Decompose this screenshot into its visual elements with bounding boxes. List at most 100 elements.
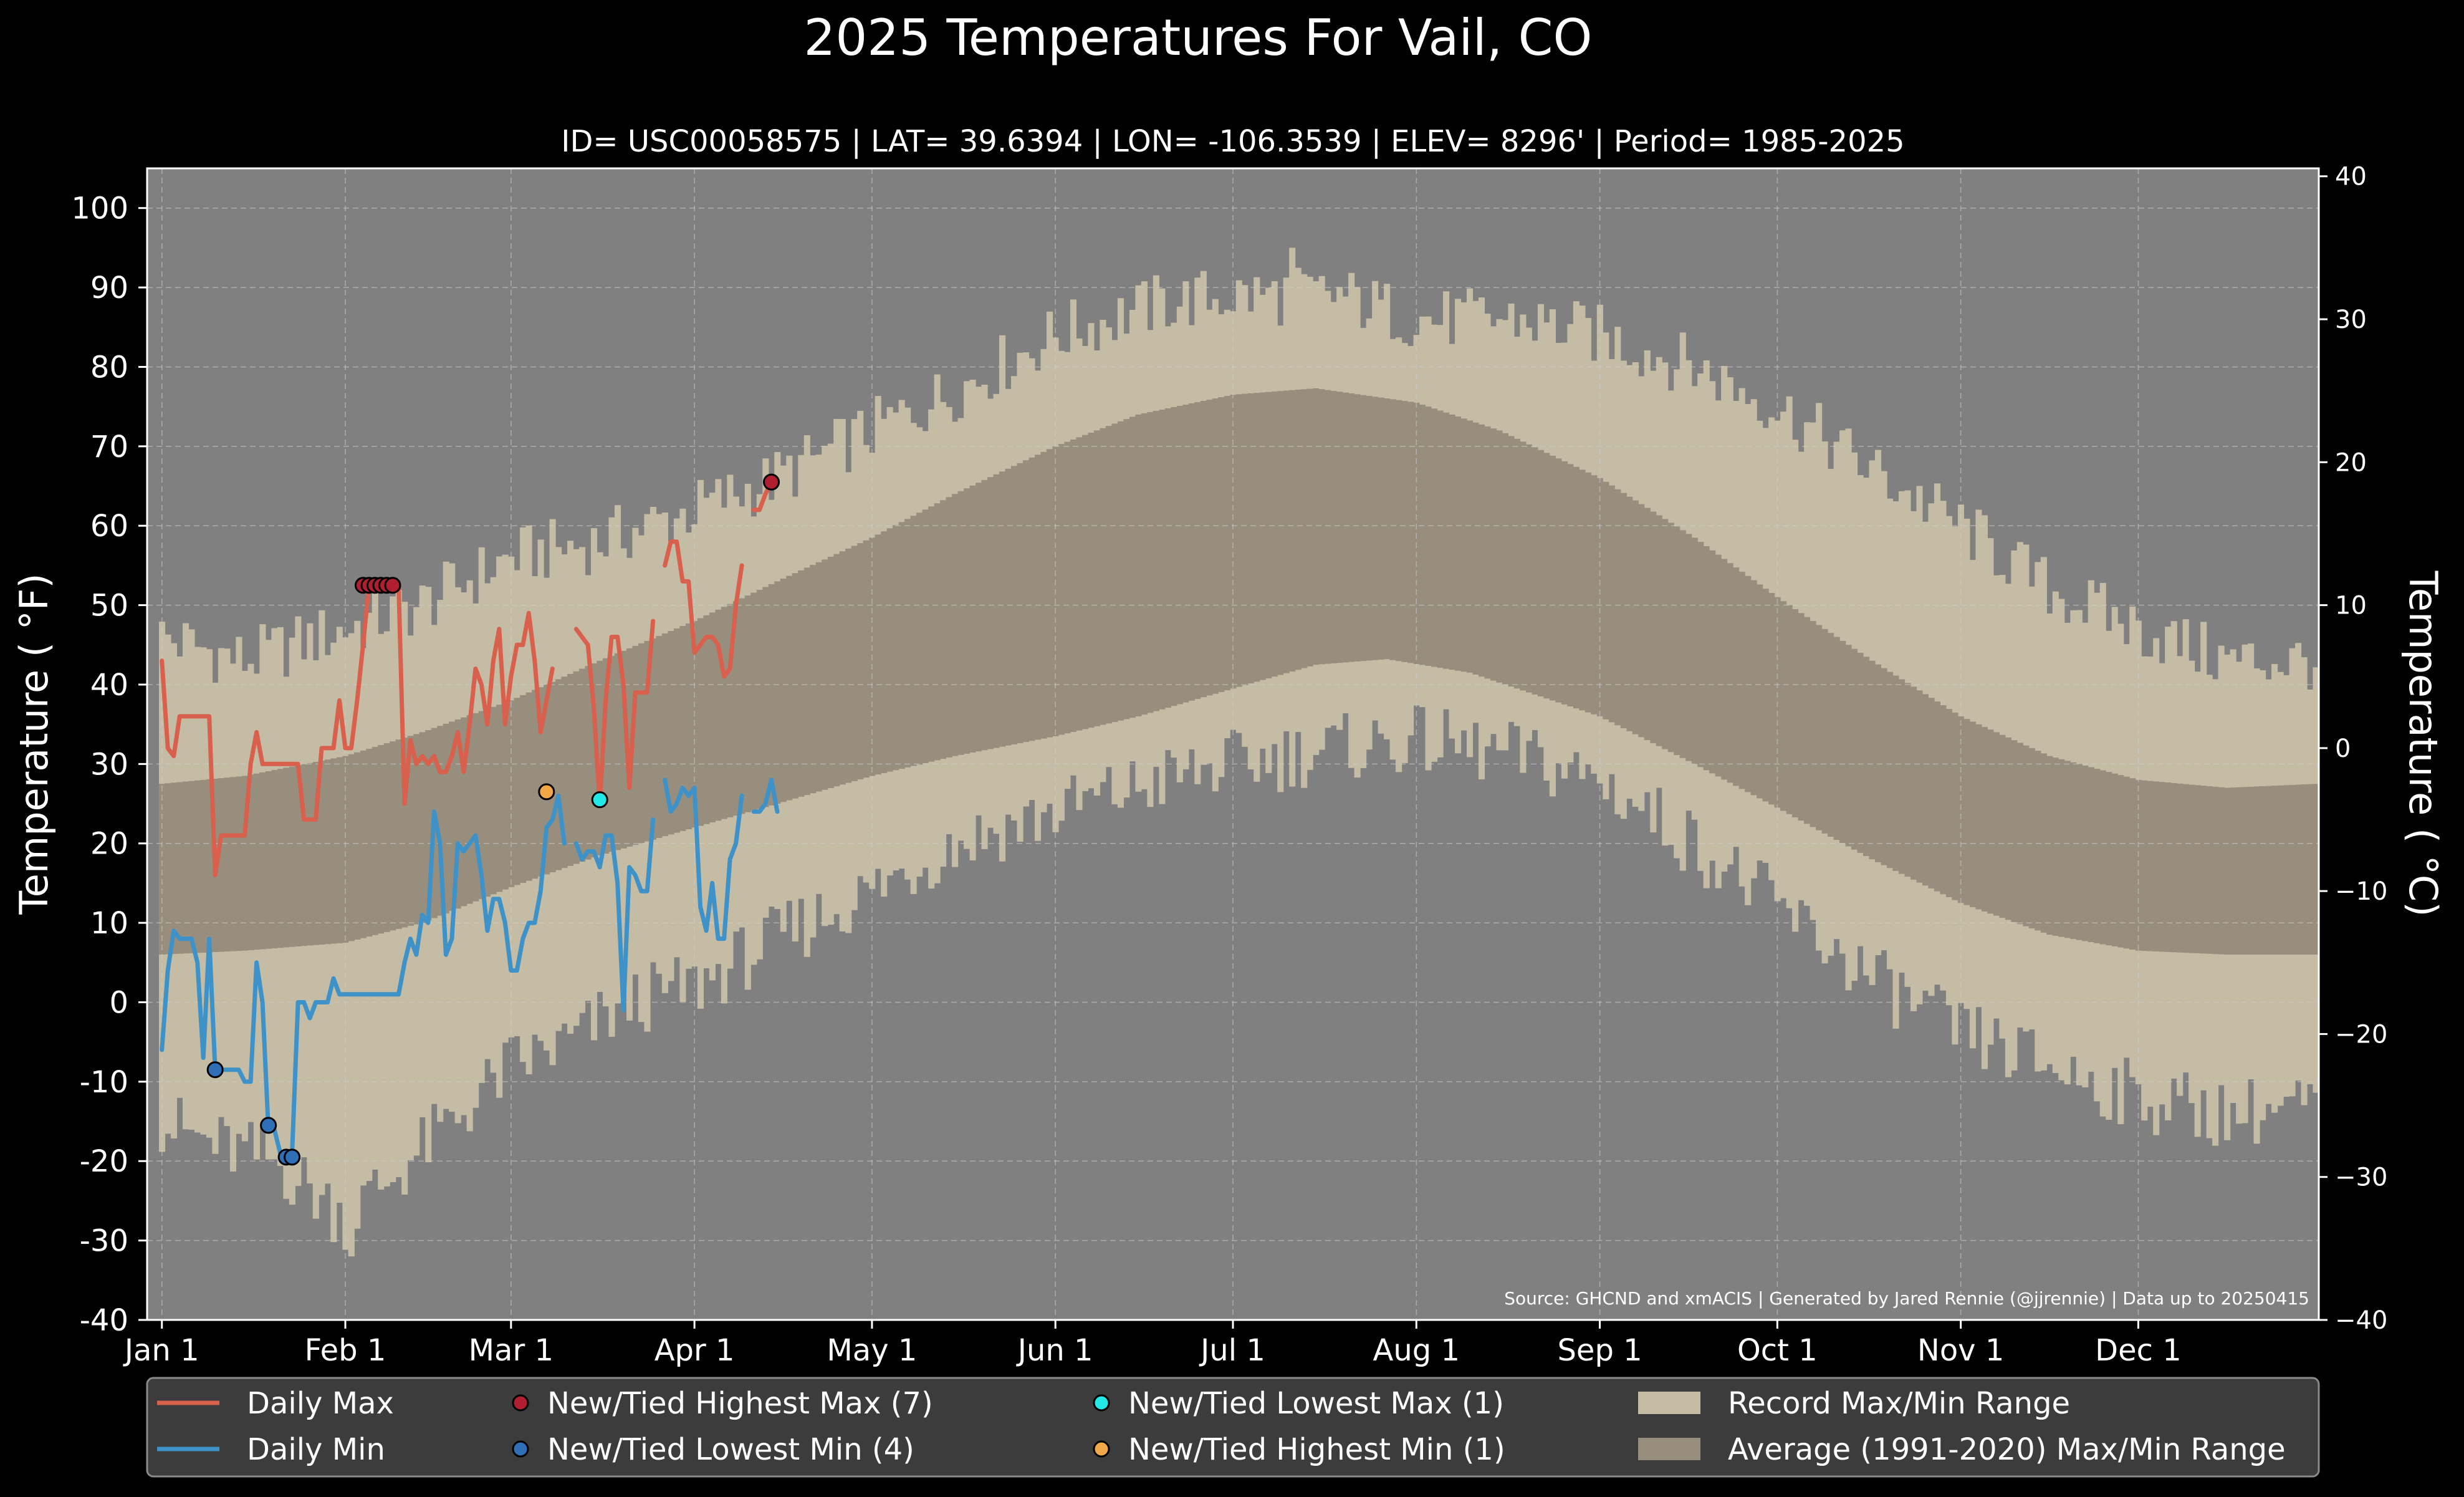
legend-label: Record Max/Min Range: [1728, 1386, 2070, 1421]
y-tick-label: 70: [90, 430, 128, 465]
normal-range-bar: [1821, 628, 1828, 834]
normal-range-bar: [928, 506, 935, 762]
y-tick-label: 20: [90, 827, 128, 862]
normal-range-bar: [277, 769, 284, 948]
normal-range-bar: [472, 713, 479, 902]
daily-min-line: [663, 777, 744, 941]
normal-range-bar: [1460, 418, 1467, 672]
normal-range-bar: [1508, 436, 1515, 687]
normal-range-bar: [756, 590, 763, 809]
normal-range-bar: [1851, 648, 1858, 850]
normal-range-bar: [1070, 439, 1077, 732]
normal-range-bar: [2301, 784, 2308, 955]
normal-range-bar: [1549, 455, 1556, 701]
normal-range-bar: [703, 615, 710, 824]
normal-range-bar: [1431, 408, 1438, 667]
normal-range-bar: [360, 750, 367, 938]
normal-range-bar: [1662, 519, 1669, 749]
normal-range-bar: [2241, 787, 2248, 955]
normal-range-bar: [2277, 785, 2284, 955]
normal-range-bar: [1354, 394, 1361, 662]
normal-range-bar: [1543, 453, 1550, 699]
normal-range-bar: [330, 758, 337, 944]
normal-range-bar: [934, 503, 941, 761]
normal-range-bar: [1081, 435, 1089, 729]
normal-range-bar: [1378, 397, 1384, 660]
normal-range-bar: [1608, 485, 1615, 723]
normal-range-bar: [1656, 515, 1662, 746]
normal-range-bar: [2206, 786, 2213, 954]
normal-range-bar: [307, 763, 314, 946]
normal-range-bar: [2123, 776, 2130, 949]
legend-dot-swatch: [1093, 1440, 1110, 1458]
normal-range-bar: [1235, 394, 1242, 687]
normal-range-bar: [1342, 392, 1349, 663]
normal-range-bar: [1017, 463, 1023, 744]
x-tick-label: May 1: [827, 1333, 917, 1368]
normal-range-bar: [2200, 786, 2207, 954]
normal-range-bar: [1076, 437, 1083, 731]
record-range-bar: [342, 637, 349, 1250]
normal-range-bar: [1218, 397, 1225, 692]
normal-range-bar: [1567, 464, 1574, 706]
normal-range-bar: [1898, 679, 1906, 874]
x-tick-label: Aug 1: [1373, 1333, 1460, 1368]
normal-range-bar: [561, 676, 568, 869]
legend-dot-swatch: [512, 1440, 529, 1458]
legend: Daily Max Daily Min New/Tied Highest Max (…: [146, 1377, 2320, 1478]
normal-range-bar: [1584, 472, 1591, 713]
y-tick-label: -30: [80, 1224, 128, 1259]
normal-range-bar: [229, 777, 236, 951]
y-tick-label: -10: [80, 1065, 128, 1100]
normal-range-bar: [2005, 737, 2011, 920]
normal-range-bar: [957, 491, 964, 755]
normal-range-bar: [1200, 400, 1207, 698]
normal-range-bar: [1721, 559, 1728, 780]
normal-range-bar: [1798, 613, 1805, 821]
normal-range-bar: [1088, 432, 1095, 728]
normal-range-bar: [1028, 457, 1035, 741]
normal-range-bar: [454, 720, 461, 909]
legend-label: Daily Max: [247, 1386, 394, 1421]
normal-range-bar: [1478, 424, 1485, 677]
normal-range-bar: [502, 702, 509, 890]
normal-range-bar: [1916, 690, 1923, 883]
normal-range-bar: [1579, 469, 1586, 711]
normal-range-bar: [822, 559, 828, 790]
normal-range-bar: [1762, 589, 1769, 802]
normal-range-bar: [1318, 389, 1325, 665]
normal-range-bar: [1111, 423, 1118, 723]
normal-range-bar: [1738, 571, 1745, 789]
normal-range-bar: [466, 715, 473, 904]
normal-range-bar: [2040, 753, 2047, 933]
normal-range-bar: [1869, 660, 1876, 860]
normal-range-bar: [632, 645, 639, 845]
normal-range-bar: [1176, 405, 1183, 705]
plot-area: Source: GHCND and xmACIS | Generated by …: [146, 167, 2320, 1321]
normal-range-bar: [484, 709, 491, 897]
normal-range-bar: [993, 474, 1000, 748]
normal-range-bar: [218, 778, 225, 952]
normal-range-bar: [1224, 396, 1230, 691]
normal-range-bars: [158, 388, 2319, 955]
normal-range-bar: [383, 743, 390, 932]
normal-range-bar: [2260, 786, 2266, 955]
daily-min-line: [751, 777, 780, 814]
normal-range-bar: [810, 565, 817, 794]
normal-range-bar: [2253, 786, 2260, 955]
normal-range-bar: [1011, 466, 1018, 744]
normal-range-bar: [2023, 745, 2030, 927]
normal-range-bar: [1153, 410, 1159, 711]
normal-range-bar: [1182, 404, 1189, 703]
normal-range-bar: [1999, 734, 2006, 918]
normal-range-bar: [1046, 449, 1053, 738]
normal-range-bar: [1419, 404, 1426, 665]
normal-range-bar: [1620, 493, 1627, 729]
normal-range-bar: [1591, 475, 1598, 715]
normal-range-bar: [2058, 759, 2065, 937]
normal-range-bar: [1502, 433, 1509, 685]
normal-range-bar: [2082, 765, 2089, 941]
normal-range-bar: [2159, 782, 2165, 952]
normal-range-bar: [685, 623, 692, 830]
normal-range-bar: [1484, 426, 1491, 679]
